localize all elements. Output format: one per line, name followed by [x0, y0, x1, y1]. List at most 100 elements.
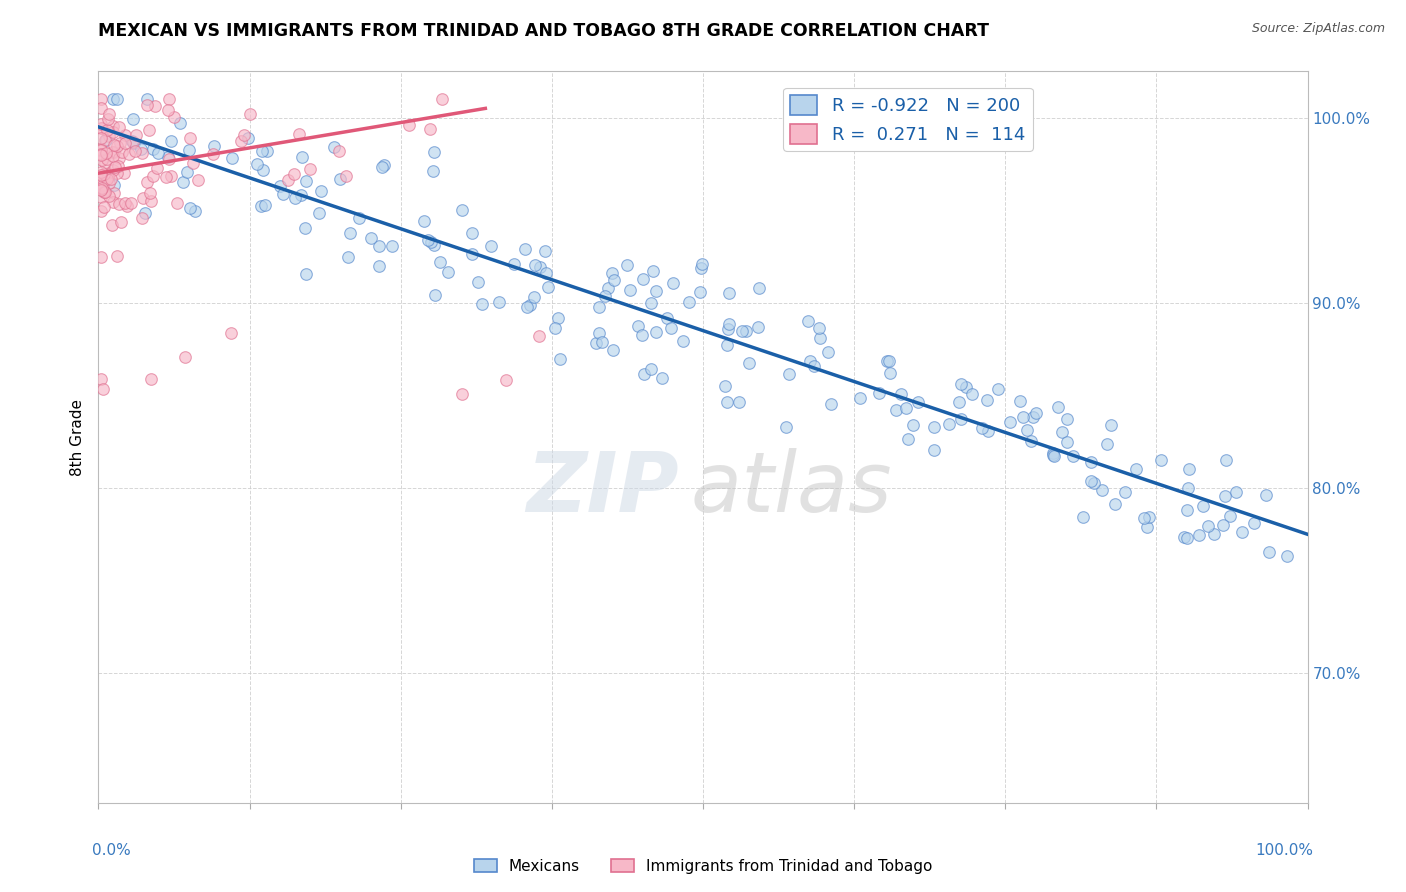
Point: [290, 150, 312, 164]
Point: [101, 218, 124, 232]
Point: [533, 244, 555, 259]
Point: [524, 259, 547, 273]
Point: [101, 125, 124, 139]
Point: [1125, 462, 1147, 476]
Point: [718, 286, 741, 301]
Point: [1136, 520, 1159, 534]
Point: [90, 372, 112, 386]
Text: MEXICAN VS IMMIGRANTS FROM TRINIDAD AND TOBAGO 8TH GRADE CORRELATION CHART: MEXICAN VS IMMIGRANTS FROM TRINIDAD AND …: [98, 22, 990, 40]
Point: [221, 326, 243, 340]
Point: [419, 122, 441, 136]
Point: [631, 271, 654, 285]
Point: [678, 294, 700, 309]
Point: [97, 166, 120, 180]
Point: [94, 186, 117, 200]
Point: [136, 97, 159, 112]
Point: [734, 324, 756, 338]
Point: [633, 368, 655, 382]
Point: [1080, 474, 1102, 488]
Point: [90, 189, 112, 203]
Text: ZIP: ZIP: [526, 448, 679, 529]
Point: [107, 166, 129, 180]
Y-axis label: 8th Grade: 8th Grade: [70, 399, 86, 475]
Point: [114, 196, 136, 211]
Point: [534, 266, 557, 280]
Point: [868, 385, 890, 400]
Point: [796, 314, 818, 328]
Point: [284, 191, 307, 205]
Point: [876, 354, 898, 368]
Point: [616, 258, 638, 272]
Point: [513, 243, 536, 257]
Point: [156, 150, 179, 164]
Point: [98, 129, 121, 144]
Point: [894, 401, 917, 415]
Point: [728, 394, 751, 409]
Point: [146, 161, 169, 175]
Point: [146, 145, 169, 160]
Point: [233, 128, 256, 142]
Point: [101, 194, 124, 209]
Point: [101, 92, 124, 106]
Point: [1232, 525, 1254, 540]
Point: [103, 138, 125, 153]
Point: [256, 145, 278, 159]
Point: [179, 201, 201, 215]
Point: [1188, 528, 1211, 542]
Point: [516, 300, 538, 314]
Point: [716, 395, 738, 409]
Point: [602, 266, 624, 280]
Point: [630, 327, 652, 342]
Point: [922, 420, 945, 434]
Point: [717, 322, 740, 336]
Point: [398, 118, 420, 132]
Point: [645, 284, 668, 298]
Point: [239, 107, 262, 121]
Point: [173, 350, 195, 364]
Point: [107, 138, 129, 153]
Point: [1137, 510, 1160, 524]
Point: [236, 131, 259, 145]
Point: [114, 128, 136, 142]
Point: [90, 117, 112, 131]
Point: [139, 372, 162, 386]
Point: [495, 373, 517, 387]
Point: [413, 214, 436, 228]
Point: [121, 134, 143, 148]
Point: [1042, 448, 1064, 462]
Point: [690, 260, 713, 275]
Point: [309, 184, 332, 198]
Point: [602, 343, 624, 358]
Point: [90, 153, 112, 168]
Point: [107, 151, 129, 165]
Point: [370, 160, 392, 174]
Point: [103, 163, 125, 178]
Point: [108, 197, 131, 211]
Point: [97, 112, 120, 126]
Point: [1258, 545, 1281, 559]
Point: [283, 167, 305, 181]
Point: [1213, 489, 1236, 503]
Point: [90, 177, 112, 191]
Point: [93, 184, 115, 198]
Point: [897, 432, 920, 446]
Point: [166, 195, 188, 210]
Point: [817, 344, 839, 359]
Point: [277, 173, 299, 187]
Point: [184, 204, 207, 219]
Point: [808, 331, 831, 345]
Point: [93, 200, 115, 214]
Point: [96, 152, 118, 166]
Point: [544, 321, 567, 335]
Point: [976, 392, 998, 407]
Point: [367, 259, 389, 273]
Point: [100, 171, 122, 186]
Point: [640, 362, 662, 376]
Point: [548, 351, 571, 366]
Point: [747, 319, 769, 334]
Point: [90, 183, 112, 197]
Point: [1071, 510, 1094, 524]
Point: [1175, 502, 1198, 516]
Point: [157, 152, 180, 166]
Point: [90, 170, 112, 185]
